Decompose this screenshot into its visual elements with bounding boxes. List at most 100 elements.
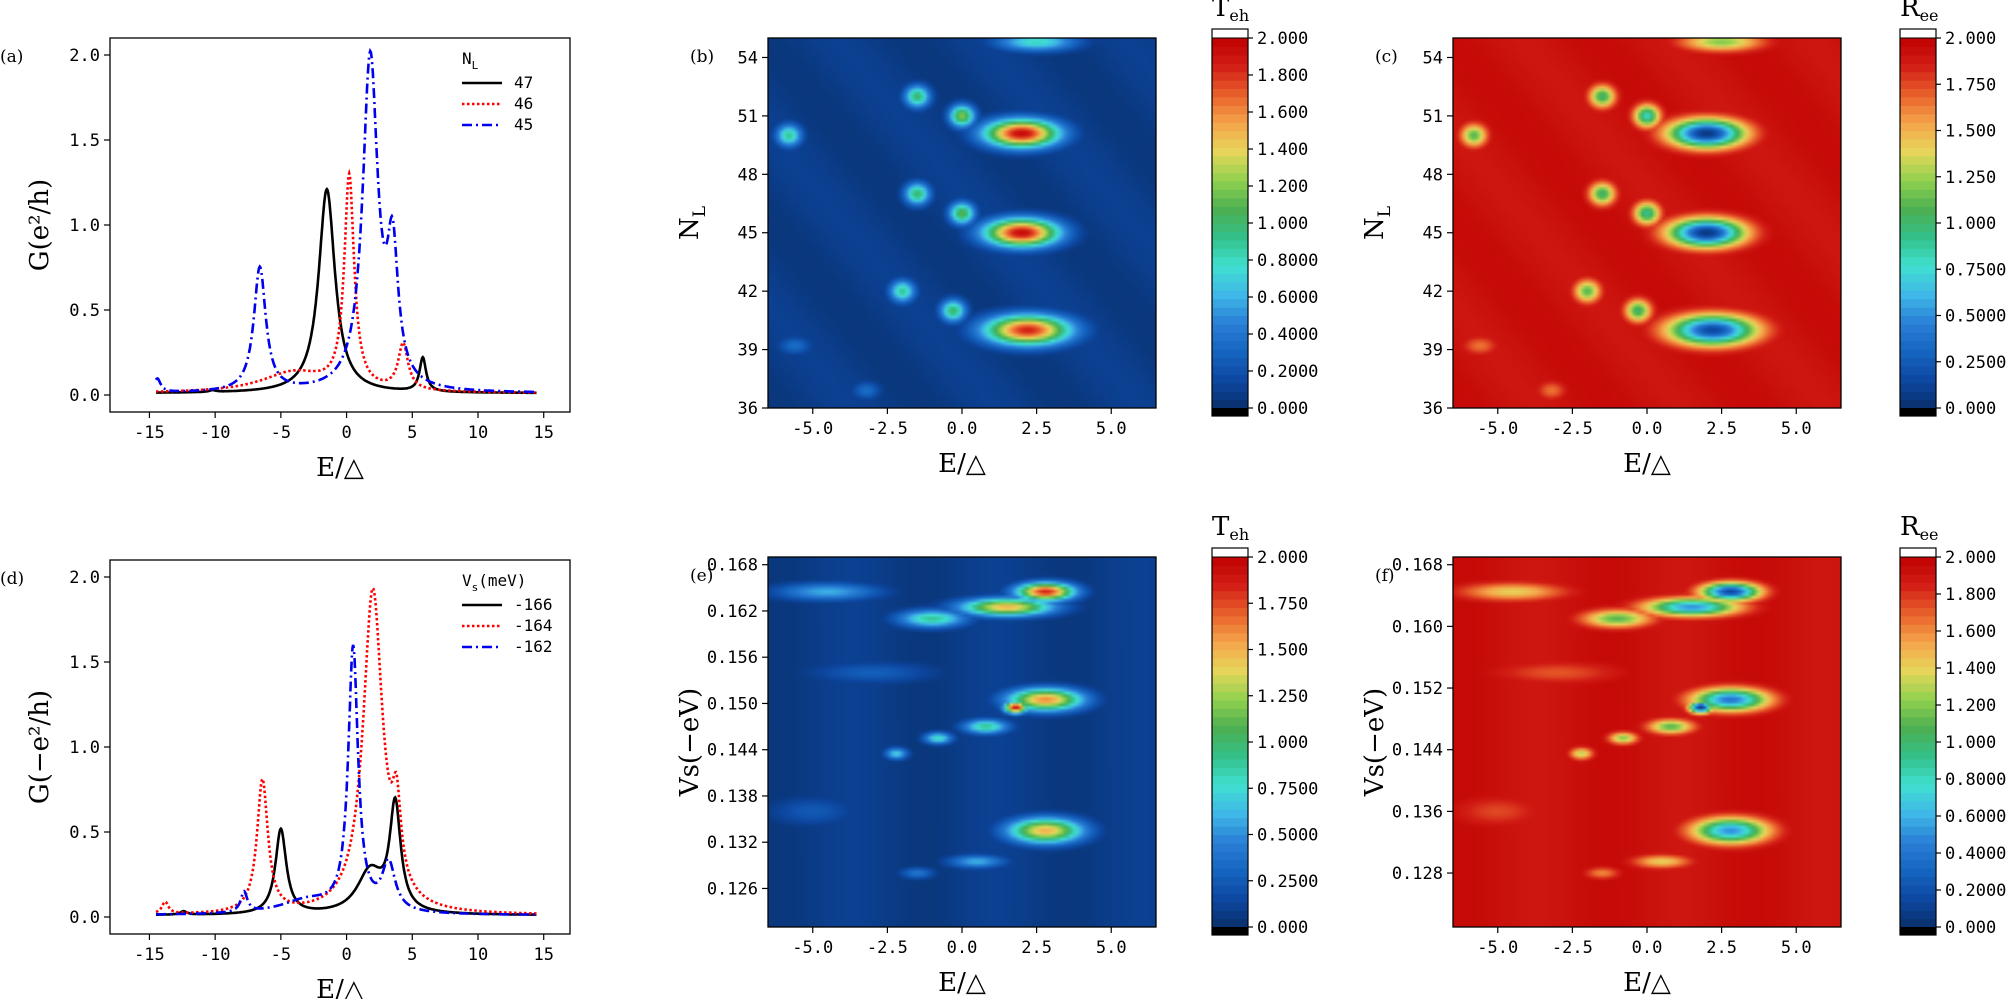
colorbar-band [1900,775,1936,785]
colorbar-band [1212,784,1248,794]
chart-a: -15 -10 -5 0 5 10 15 0.0 0.5 1.0 1.5 2.0 NL 47 46 45 (a)… [0,37,571,483]
colorbar-band [1212,365,1248,375]
y-axis-label: G(−e²/h) [25,690,55,804]
colorbar-band [1212,130,1248,140]
colorbar-band [1900,147,1936,157]
colorbar-tick-label: 1.000 [1945,733,1996,753]
colorbar-band [1212,733,1248,743]
colorbar-tick-label: 0.4000 [1257,325,1318,345]
colorbar-band [1212,374,1248,384]
colorbar-band [1900,590,1936,600]
colorbar-band [1900,374,1936,384]
colorbar-band [1900,206,1936,216]
colorbar-band [1212,113,1248,123]
colorbar-band [1900,399,1936,409]
series-line-45 [154,47,537,394]
y-tick-label: 0.150 [707,694,758,714]
colorbar-band [1900,615,1936,625]
colorbar-band [1900,641,1936,651]
colorbar-band [1212,792,1248,802]
colorbar-band [1900,164,1936,174]
colorbar-band [1900,784,1936,794]
x-tick-label: 2.5 [1706,938,1737,958]
colorbar-band [1900,876,1936,886]
colorbar-band [1212,281,1248,291]
colorbar-band [1900,332,1936,342]
colorbar-tick-label: 1.600 [1945,622,1996,642]
colorbar-tick-label: 0.000 [1257,918,1308,938]
colorbar-tick-label: 1.200 [1257,177,1308,197]
colorbar-extend-high [1899,547,1937,558]
chart-d: -15 -10 -5 0 5 10 15 0.0 0.5 1.0 1.5 2.0 Vs(meV)-166… [0,559,571,999]
colorbar-band [1900,105,1936,115]
y-tick-label: 54 [1423,48,1443,68]
colorbar-band [1900,298,1936,308]
y-tick-label: 48 [738,165,758,185]
colorbar-band [1212,323,1248,333]
x-tick-label: 0 [341,423,351,443]
colorbar-band [1212,666,1248,676]
panel-label: (a) [0,47,23,67]
y-tick-label: 51 [738,107,758,127]
panel-label: (b) [690,47,714,67]
y-tick-label: 0.5 [69,823,100,843]
colorbar-band [1900,708,1936,718]
x-axis-label: E/△ [938,968,986,998]
colorbar-band [1212,800,1248,810]
colorbar-tick-label: 1.400 [1257,140,1308,160]
series-line-47 [156,186,537,395]
colorbar-band [1212,851,1248,861]
legend-label: 45 [514,115,533,134]
y-tick-label: 0.162 [707,602,758,622]
colorbar-tick-label: 0.8000 [1257,251,1318,271]
colorbar-band [1212,105,1248,115]
colorbar-band [1212,817,1248,827]
y-tick-label: 1.0 [69,216,100,236]
x-tick-label: 5 [407,423,417,443]
colorbar-band [1900,884,1936,894]
colorbar-band [1900,826,1936,836]
colorbar-tick-label: 0.7500 [1945,260,2006,280]
x-tick-label: 15 [533,945,553,965]
colorbar-band [1212,172,1248,182]
colorbar-band [1900,624,1936,634]
colorbar-tick-label: 0.7500 [1257,779,1318,799]
series-line--162 [155,644,537,916]
legend-title: NL [462,49,479,72]
colorbar-tick-label: 1.000 [1257,733,1308,753]
y-tick-label: 0.128 [1392,864,1443,884]
colorbar-band [1212,624,1248,634]
x-axis-label: E/△ [1623,449,1671,479]
x-tick-label: 5.0 [1096,419,1127,439]
heatmap-field [768,38,1156,408]
x-tick-label: 2.5 [1021,419,1052,439]
chart-f: -5.0 -2.5 0.0 2.5 5.0 0.128 0.136 0.144 0.152 0.1… [1360,512,2006,998]
y-axis-label: NL [1360,206,1395,240]
y-tick-label: 0.160 [1392,617,1443,637]
legend-label: -166 [514,595,553,614]
panel-label: (e) [690,566,713,586]
y-tick-label: 0.0 [69,908,100,928]
colorbar-band [1900,716,1936,726]
y-tick-label: 1.0 [69,738,100,758]
colorbar-band [1212,557,1248,567]
colorbar-band [1212,615,1248,625]
colorbar-tick-label: 2.000 [1945,548,1996,568]
colorbar-band [1900,315,1936,325]
colorbar-band [1212,657,1248,667]
colorbar-band [1212,599,1248,609]
colorbar-band [1900,750,1936,760]
colorbar-band [1900,674,1936,684]
y-tick-label: 48 [1423,165,1443,185]
x-tick-label: 10 [468,945,488,965]
y-tick-label: 36 [738,399,758,419]
y-tick-label: 2.0 [69,46,100,66]
colorbar-band [1212,565,1248,575]
colorbar-band [1212,223,1248,233]
colorbar-band [1900,792,1936,802]
panel-label: (d) [0,569,24,589]
x-tick-label: -2.5 [1552,419,1593,439]
y-tick-label: 1.5 [69,653,100,673]
colorbar-band [1212,54,1248,64]
colorbar-tick-label: 0.000 [1945,918,1996,938]
